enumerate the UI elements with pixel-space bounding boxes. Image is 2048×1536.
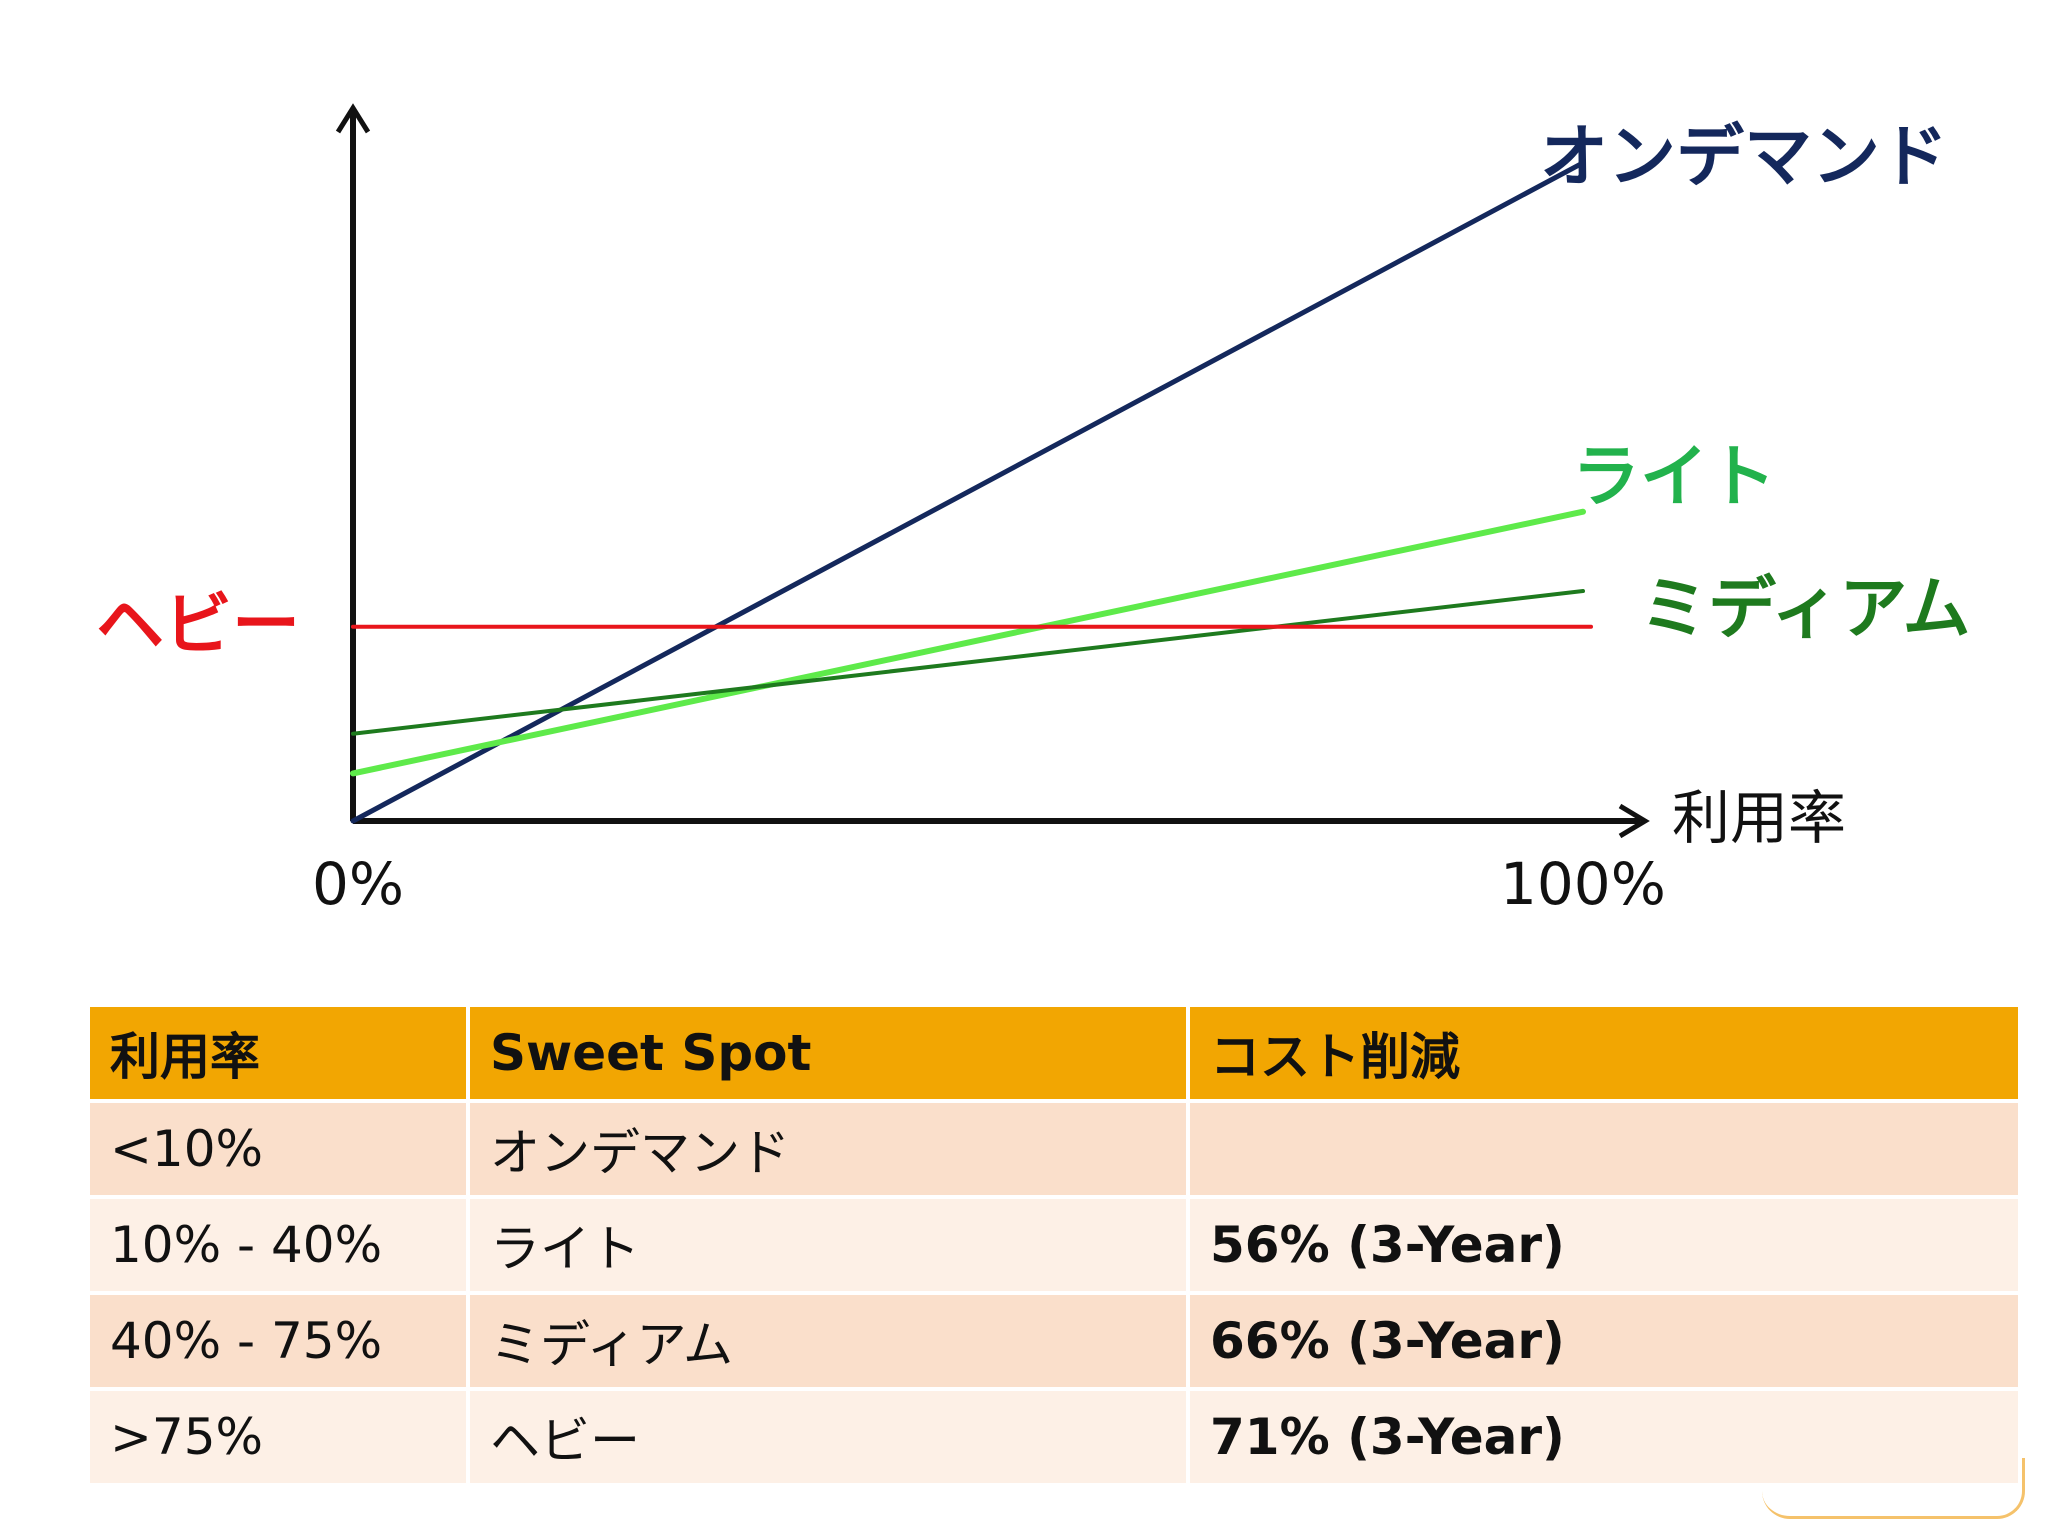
- series-label-on-demand: オンデマンド: [1540, 118, 1948, 197]
- series-line-light: [350, 508, 1586, 777]
- pricing-table: 利用率 Sweet Spot コスト削減 <10% オンデマンド 10% - 4…: [86, 1003, 2022, 1487]
- header-sweet-spot: Sweet Spot: [470, 1007, 1186, 1099]
- cell-cost-savings: 56% (3-Year): [1190, 1199, 2018, 1291]
- y-axis-arrowhead: [335, 103, 371, 134]
- cell-utilization: 40% - 75%: [90, 1295, 466, 1387]
- table-header-row: 利用率 Sweet Spot コスト削減: [90, 1007, 2018, 1099]
- table-row: >75% ヘビー 71% (3-Year): [90, 1391, 2018, 1483]
- cell-cost-savings: 66% (3-Year): [1190, 1295, 2018, 1387]
- header-cost-savings: コスト削減: [1190, 1007, 2018, 1099]
- cell-sweet-spot: ミディアム: [470, 1295, 1186, 1387]
- cell-sweet-spot: ライト: [470, 1199, 1186, 1291]
- cell-utilization: 10% - 40%: [90, 1199, 466, 1291]
- cell-sweet-spot: ヘビー: [470, 1391, 1186, 1483]
- header-utilization: 利用率: [90, 1007, 466, 1099]
- cell-utilization: >75%: [90, 1391, 466, 1483]
- series-line-on-demand: [350, 160, 1586, 824]
- x-axis-arrowhead: [1618, 803, 1650, 839]
- table-row: 10% - 40% ライト 56% (3-Year): [90, 1199, 2018, 1291]
- x-axis-label: 利用率: [1672, 784, 1846, 852]
- table-row: 40% - 75% ミディアム 66% (3-Year): [90, 1295, 2018, 1387]
- x-tick-label-start: 0%: [312, 850, 404, 918]
- series-label-light: ライト: [1572, 438, 1776, 517]
- cell-cost-savings: [1190, 1103, 2018, 1195]
- series-line-medium: [351, 589, 1585, 736]
- cell-sweet-spot: オンデマンド: [470, 1103, 1186, 1195]
- series-label-heavy: ヘビー: [96, 586, 300, 665]
- cell-cost-savings: 71% (3-Year): [1190, 1391, 2018, 1483]
- x-tick-label-end: 100%: [1500, 850, 1666, 918]
- series-label-medium: ミディアム: [1640, 570, 1970, 649]
- cell-utilization: <10%: [90, 1103, 466, 1195]
- slide-corner-decoration: [1762, 1458, 2025, 1519]
- table-row: <10% オンデマンド: [90, 1103, 2018, 1195]
